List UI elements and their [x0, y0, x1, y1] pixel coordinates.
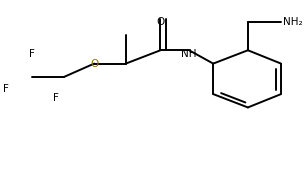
Text: NH: NH: [181, 49, 197, 59]
Text: F: F: [53, 93, 59, 103]
Text: F: F: [29, 49, 35, 59]
Text: O: O: [156, 17, 165, 27]
Text: O: O: [90, 59, 98, 69]
Text: NH₂: NH₂: [282, 17, 302, 27]
Text: F: F: [3, 84, 9, 94]
